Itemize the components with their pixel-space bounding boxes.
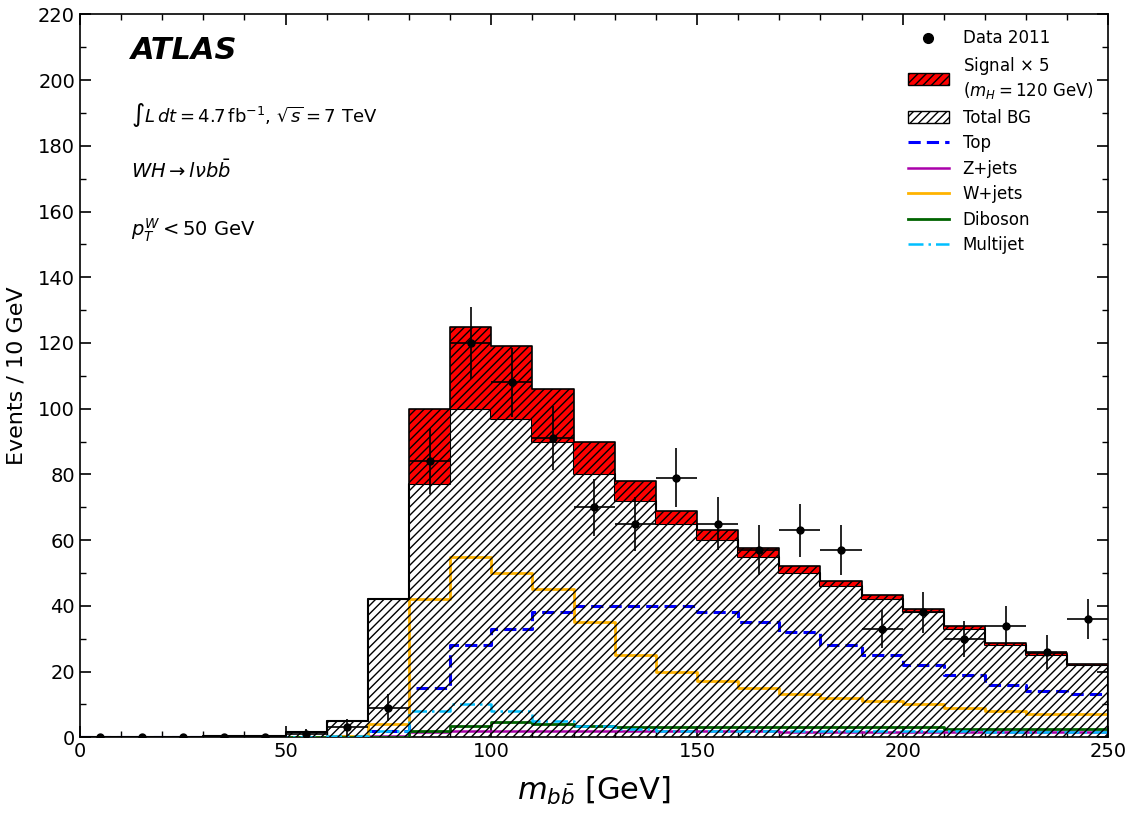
Bar (1067, 663, 1109, 665)
Bar (985, 643, 1026, 646)
X-axis label: $m_{b\bar{b}}$ [GeV]: $m_{b\bar{b}}$ [GeV] (517, 775, 671, 807)
Bar (491, 346, 533, 418)
Bar (533, 441, 574, 737)
Y-axis label: Events / 10 GeV: Events / 10 GeV (7, 287, 27, 465)
Bar (738, 549, 779, 557)
Bar (450, 409, 491, 737)
Bar (1067, 663, 1109, 665)
Bar (779, 567, 821, 573)
Bar (533, 389, 574, 441)
Bar (450, 326, 491, 409)
Text: $p_T^W < 50$ GeV: $p_T^W < 50$ GeV (132, 217, 256, 244)
Bar (738, 549, 779, 557)
Bar (450, 326, 491, 409)
Bar (779, 567, 821, 573)
Bar (615, 481, 655, 501)
Bar (327, 720, 367, 737)
Bar (491, 418, 533, 737)
Bar (697, 530, 738, 540)
Bar (409, 409, 450, 484)
Bar (821, 581, 862, 586)
Bar (491, 346, 533, 418)
Legend: Data 2011, Signal $\times$ 5
$(m_{H}=120$ GeV$)$, Total BG, Top, Z+jets, W+jets,: Data 2011, Signal $\times$ 5 $(m_{H}=120… (900, 23, 1100, 260)
Bar (245, 736, 286, 737)
Bar (738, 557, 779, 737)
Bar (943, 628, 985, 737)
Bar (779, 573, 821, 737)
Bar (574, 441, 615, 475)
Bar (985, 646, 1026, 737)
Bar (286, 733, 327, 737)
Bar (903, 612, 943, 737)
Bar (655, 510, 697, 523)
Bar (697, 530, 738, 540)
Bar (367, 599, 409, 737)
Bar (615, 501, 655, 737)
Bar (862, 595, 903, 599)
Bar (1026, 655, 1067, 737)
Text: ATLAS: ATLAS (132, 36, 238, 65)
Bar (943, 626, 985, 628)
Bar (943, 626, 985, 628)
Bar (903, 609, 943, 612)
Text: $WH \rightarrow l\nu b\bar{b}$: $WH \rightarrow l\nu b\bar{b}$ (132, 159, 231, 182)
Bar (1067, 665, 1109, 737)
Bar (655, 523, 697, 737)
Bar (985, 643, 1026, 646)
Bar (574, 441, 615, 475)
Bar (821, 581, 862, 586)
Text: $\int L\,dt = 4.7\,\mathrm{fb}^{-1}$, $\sqrt{s} = 7$ TeV: $\int L\,dt = 4.7\,\mathrm{fb}^{-1}$, $\… (132, 101, 378, 129)
Bar (1026, 654, 1067, 655)
Bar (1026, 654, 1067, 655)
Bar (903, 609, 943, 612)
Bar (574, 475, 615, 737)
Bar (203, 736, 245, 737)
Bar (409, 484, 450, 737)
Bar (409, 409, 450, 484)
Bar (533, 389, 574, 441)
Bar (615, 481, 655, 501)
Bar (821, 586, 862, 737)
Bar (862, 599, 903, 737)
Bar (697, 540, 738, 737)
Bar (862, 595, 903, 599)
Bar (655, 510, 697, 523)
